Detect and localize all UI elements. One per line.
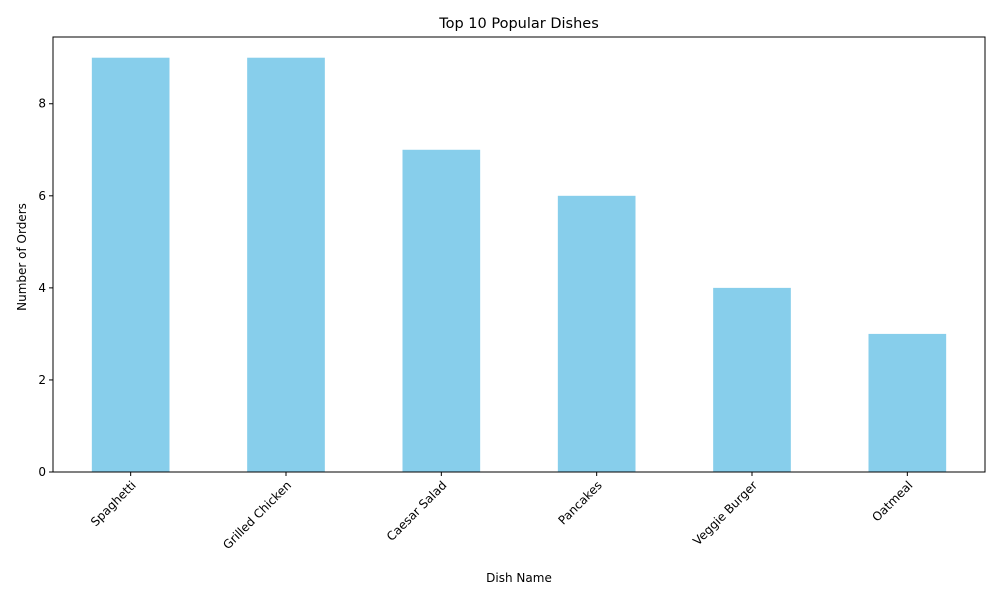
bar-spaghetti	[91, 57, 170, 472]
x-tick-label: Oatmeal	[869, 478, 915, 524]
x-tick-label: Caesar Salad	[384, 478, 450, 544]
bar-veggie-burger	[713, 287, 791, 472]
y-axis-label: Number of Orders	[15, 203, 29, 311]
bar-caesar-salad	[402, 149, 481, 472]
x-tick-label: Grilled Chicken	[220, 478, 294, 552]
x-tick-label: Veggie Burger	[690, 478, 760, 548]
y-tick-label: 2	[38, 373, 46, 387]
y-tick-label: 0	[38, 465, 46, 479]
bar-grilled-chicken	[247, 57, 325, 472]
x-axis-label: Dish Name	[486, 571, 552, 585]
bar-oatmeal	[868, 333, 947, 472]
bar-pancakes	[557, 195, 636, 473]
y-tick-label: 6	[38, 189, 46, 203]
plot-frame	[52, 36, 986, 473]
x-axis: Spaghetti Grilled Chicken Caesar Salad Panc…	[88, 472, 915, 552]
y-tick-label: 8	[38, 97, 46, 111]
x-tick-label: Spaghetti	[88, 478, 139, 529]
y-tick-label: 4	[38, 281, 46, 295]
y-axis: 0 2 4 6 8	[38, 97, 53, 479]
x-tick-label: Pancakes	[555, 478, 604, 527]
bars-group	[91, 57, 947, 473]
chart-title: Top 10 Popular Dishes	[438, 16, 599, 32]
